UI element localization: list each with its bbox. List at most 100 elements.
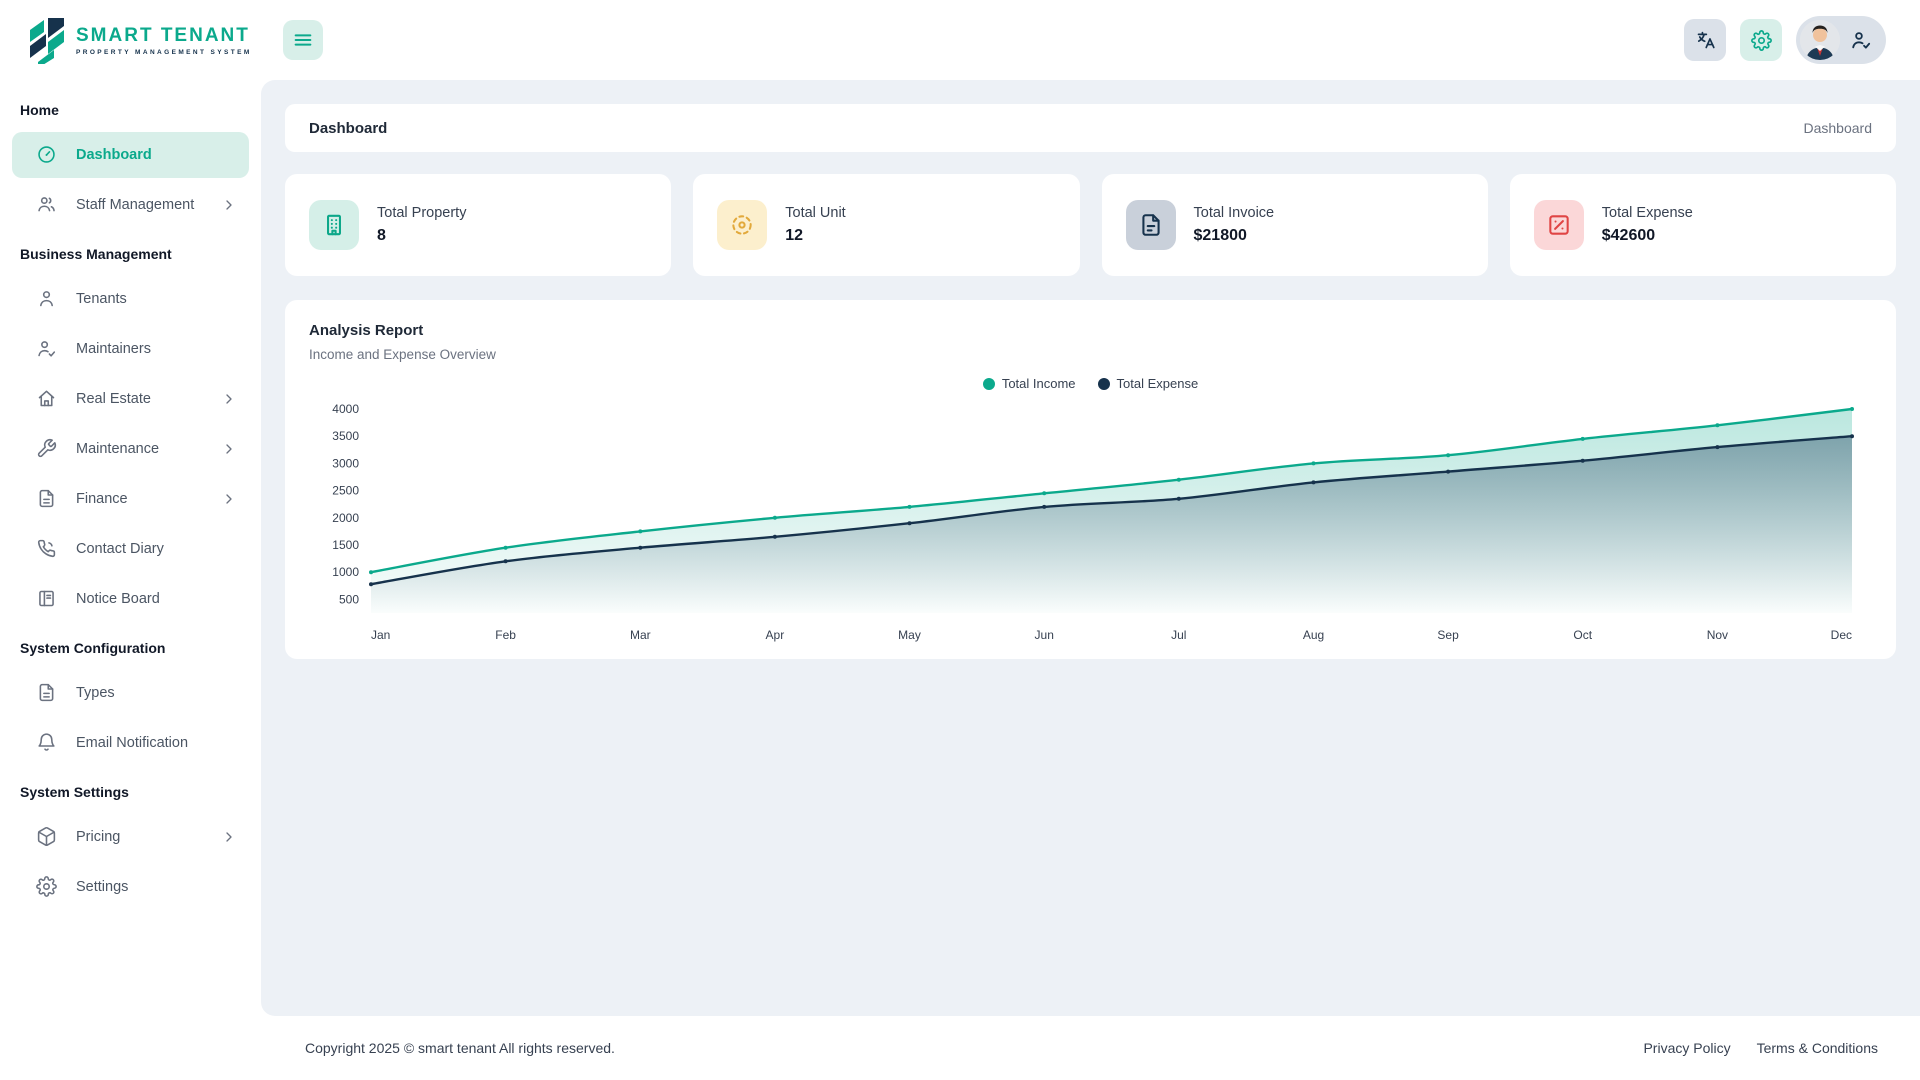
sidebar-item-contact-diary[interactable]: Contact Diary [12, 526, 249, 572]
sidebar-item-label: Notice Board [76, 591, 160, 607]
svg-text:3500: 3500 [332, 429, 359, 443]
user-icon [36, 288, 58, 310]
stat-value: 12 [785, 227, 804, 244]
bell-icon [36, 732, 58, 754]
sidebar-section-title: System Configuration [20, 640, 166, 656]
sidebar-item-label: Finance [76, 491, 128, 507]
file-icon [36, 488, 58, 510]
sidebar-item-tenants[interactable]: Tenants [12, 276, 249, 322]
expense-icon [1533, 200, 1584, 250]
chevron-right-icon [221, 197, 237, 213]
avatar [1800, 20, 1840, 60]
settings-button[interactable] [1740, 19, 1782, 61]
sidebar-item-label: Email Notification [76, 735, 189, 751]
footer-copyright: Copyright 2025 © smart tenant All rights… [305, 1040, 615, 1056]
legend-dot [1097, 377, 1110, 390]
sidebar-item-dashboard[interactable]: Dashboard [12, 132, 249, 178]
svg-text:2500: 2500 [332, 484, 359, 498]
analysis-report-card: Analysis Report Income and Expense Overv… [285, 300, 1896, 659]
user-check-icon [1850, 29, 1872, 51]
sidebar-item-finance[interactable]: Finance [12, 476, 249, 522]
sidebar-item-label: Contact Diary [76, 541, 164, 557]
stat-label: Total Invoice [1193, 205, 1275, 221]
sidebar-item-label: Pricing [76, 829, 121, 845]
legend-item[interactable]: Total Income [982, 376, 1076, 391]
stat-value: $21800 [1193, 227, 1247, 244]
svg-text:Dec: Dec [1831, 628, 1852, 642]
brand-logo[interactable]: SMART TENANT PROPERTY MANAGEMENT SYSTEM [0, 16, 261, 64]
sidebar-item-staff-management[interactable]: Staff Management [12, 182, 249, 228]
stat-label: Total Property [377, 205, 467, 221]
gauge-icon [36, 144, 58, 166]
sidebar-item-label: Staff Management [76, 197, 195, 213]
invoice-icon [1125, 200, 1176, 250]
sidebar-toggle-button[interactable] [283, 20, 323, 60]
brand-tagline: PROPERTY MANAGEMENT SYSTEM [76, 48, 252, 56]
svg-text:Jul: Jul [1171, 628, 1186, 642]
stats-row: Total Property 8 Total Unit 12 Total Invoice… [285, 174, 1896, 276]
svg-text:1500: 1500 [332, 538, 359, 552]
breadcrumb[interactable]: Dashboard [1803, 120, 1873, 136]
home-icon [36, 388, 58, 410]
svg-text:Jun: Jun [1035, 628, 1054, 642]
sidebar-item-label: Real Estate [76, 391, 151, 407]
stat-card-total-expense: Total Expense $42600 [1509, 174, 1896, 276]
chevron-right-icon [221, 491, 237, 507]
page-header: Dashboard Dashboard [285, 104, 1896, 152]
legend-item[interactable]: Total Expense [1097, 376, 1199, 391]
legend-label: Total Expense [1116, 376, 1199, 391]
translate-button[interactable] [1684, 19, 1726, 61]
chart-legend: Total Income Total Expense [309, 376, 1872, 391]
footer-link-privacy-policy[interactable]: Privacy Policy [1643, 1040, 1731, 1056]
sidebar-item-notice-board[interactable]: Notice Board [12, 576, 249, 622]
hamburger-icon [292, 29, 314, 51]
page-title: Dashboard [309, 119, 388, 137]
stat-card-total-invoice: Total Invoice $21800 [1101, 174, 1488, 276]
svg-text:Nov: Nov [1707, 628, 1728, 642]
svg-text:Oct: Oct [1573, 628, 1592, 642]
sidebar-item-pricing[interactable]: Pricing [12, 814, 249, 860]
brand-name: SMART TENANT [76, 24, 250, 46]
sidebar-item-settings[interactable]: Settings [12, 864, 249, 910]
sidebar-item-maintainers[interactable]: Maintainers [12, 326, 249, 372]
svg-text:May: May [898, 628, 921, 642]
user-check-icon [36, 338, 58, 360]
svg-text:Feb: Feb [495, 628, 516, 642]
gear-icon [36, 876, 58, 898]
users-icon [36, 194, 58, 216]
svg-text:Sep: Sep [1437, 628, 1459, 642]
svg-text:2000: 2000 [332, 511, 359, 525]
stat-card-total-property: Total Property 8 [285, 174, 672, 276]
svg-text:Aug: Aug [1303, 628, 1324, 642]
sidebar: Home Dashboard Staff Management Business Ma… [0, 80, 261, 1016]
sidebar-item-types[interactable]: Types [12, 670, 249, 716]
sidebar-section-title: System Settings [20, 784, 129, 800]
profile-button[interactable] [1796, 16, 1886, 64]
footer-links: Privacy Policy Terms & Conditions [1643, 1040, 1878, 1056]
sidebar-item-maintenance[interactable]: Maintenance [12, 426, 249, 472]
svg-text:3000: 3000 [332, 456, 359, 470]
legend-dot [982, 377, 995, 390]
chevron-right-icon [221, 391, 237, 407]
sidebar-item-real-estate[interactable]: Real Estate [12, 376, 249, 422]
sidebar-item-label: Settings [76, 879, 129, 895]
svg-text:1000: 1000 [332, 565, 359, 579]
sidebar-item-label: Types [76, 685, 115, 701]
footer-link-terms-conditions[interactable]: Terms & Conditions [1756, 1040, 1878, 1056]
sidebar-item-label: Maintainers [76, 341, 151, 357]
analysis-chart: 4000 3500 3000 2500 2000 1500 1000 500 Jan Feb Mar… [332, 402, 1854, 642]
stat-value: $42600 [1601, 227, 1656, 244]
chevron-right-icon [221, 829, 237, 845]
chart-title: Analysis Report [309, 322, 424, 339]
svg-text:Jan: Jan [371, 628, 390, 642]
stat-value: 8 [377, 227, 386, 244]
stat-label: Total Expense [1601, 205, 1693, 221]
phone-icon [36, 538, 58, 560]
package-icon [36, 826, 58, 848]
topbar-actions [1684, 16, 1886, 64]
sidebar-item-email-notification[interactable]: Email Notification [12, 720, 249, 766]
svg-text:500: 500 [339, 592, 359, 606]
topbar: SMART TENANT PROPERTY MANAGEMENT SYSTEM [0, 0, 1920, 80]
sidebar-item-label: Maintenance [76, 441, 160, 457]
building-icon [309, 200, 359, 250]
